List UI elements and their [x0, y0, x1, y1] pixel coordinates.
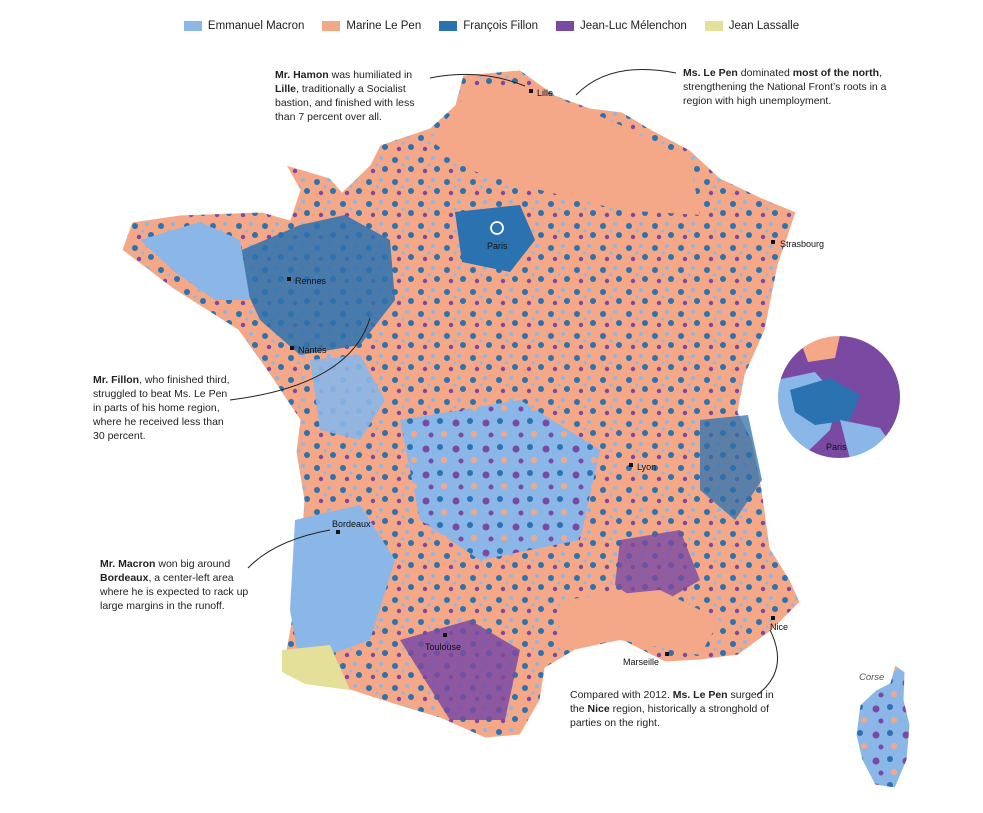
city-label-strasbourg: Strasbourg [780, 239, 824, 249]
city-label-paris: Paris [487, 241, 508, 251]
city-label-bordeaux: Bordeaux [332, 519, 371, 529]
city-marker-bordeaux [336, 530, 340, 534]
callout-line-hamon [429, 73, 526, 87]
region-southeast-melenchon [615, 530, 700, 610]
city-label-lyon: Lyon [637, 462, 656, 472]
city-label-nice: Nice [770, 622, 788, 632]
city-marker-lille [529, 89, 533, 93]
legend-item-lepen: Marine Le Pen [322, 20, 421, 32]
city-marker-marseille [665, 652, 669, 656]
city-markers: Lille Paris Strasbourg Rennes Nantes Lyo… [287, 88, 824, 667]
annotation-fillon-name: Mr. Fillon [93, 374, 140, 386]
legend-label-lassalle: Jean Lassalle [728, 20, 800, 32]
annotation-fillon-text1: , who finished third, struggled to beat … [93, 374, 230, 442]
city-label-marseille: Marseille [623, 657, 659, 667]
legend-label-macron: Emmanuel Macron [207, 20, 305, 32]
paris-inset: Paris [776, 334, 902, 460]
legend-item-macron: Emmanuel Macron [183, 20, 305, 32]
annotation-macron: Mr. Macron won big around Bordeaux, a ce… [100, 557, 252, 613]
paris-inset-label: Paris [826, 442, 847, 452]
legend-swatch-fillon [439, 21, 458, 31]
region-southwest-macron [290, 505, 395, 665]
city-marker-nice [771, 616, 775, 620]
callout-lines [229, 68, 778, 696]
annotation-hamon-text1: was humiliated in [328, 69, 413, 81]
annotation-fillon: Mr. Fillon, who finished third, struggle… [93, 373, 233, 443]
city-marker-paris [490, 221, 504, 235]
annotation-hamon-name: Mr. Hamon [275, 69, 329, 81]
annotation-lepen-nice: Compared with 2012. Ms. Le Pen surged in… [570, 688, 785, 730]
region-centre-mix [400, 400, 600, 560]
annotation-hamon: Mr. Hamon was humiliated in Lille, tradi… [275, 68, 435, 124]
legend-swatch-lepen [322, 21, 341, 31]
corse-label: Corse [859, 672, 885, 683]
city-marker-toulouse [443, 633, 447, 637]
callout-line-macron [247, 529, 331, 569]
annotation-lepen-north-name: Ms. Le Pen [683, 67, 738, 79]
city-label-rennes: Rennes [295, 276, 327, 286]
annotation-macron-name: Mr. Macron [100, 558, 156, 570]
city-marker-strasbourg [771, 240, 775, 244]
region-pyrenees-lassalle [282, 645, 350, 690]
callout-line-lepen-nice [756, 629, 778, 696]
france-map [121, 69, 801, 739]
city-label-toulouse: Toulouse [425, 642, 461, 652]
legend: Emmanuel Macron Marine Le Pen François F… [0, 20, 983, 32]
annotation-lepen-nice-text0: Compared with 2012. [570, 689, 673, 701]
annotation-lepen-north: Ms. Le Pen dominated most of the north, … [683, 66, 898, 108]
city-label-nantes: Nantes [298, 345, 327, 355]
region-mediterranean-lepen [560, 590, 720, 655]
legend-swatch-melenchon [556, 21, 574, 31]
city-label-lille: Lille [537, 88, 553, 98]
region-west-macron [310, 355, 385, 440]
legend-item-melenchon: Jean-Luc Mélenchon [556, 20, 687, 32]
region-southwest-melenchon [400, 620, 520, 720]
legend-item-fillon: François Fillon [439, 20, 538, 32]
annotation-lepen-nice-name: Ms. Le Pen [672, 689, 728, 701]
annotation-hamon-text2: , traditionally a Socialist bastion, and… [275, 83, 415, 123]
annotation-hamon-city: Lille [275, 83, 297, 95]
legend-swatch-lassalle [704, 21, 723, 31]
city-marker-rennes [287, 277, 291, 281]
corse-map [855, 664, 911, 789]
annotation-lepen-north-text1: dominated [737, 67, 793, 79]
annotation-macron-city: Bordeaux [100, 572, 149, 584]
legend-label-melenchon: Jean-Luc Mélenchon [580, 20, 687, 32]
legend-swatch-macron [183, 21, 202, 31]
annotation-lepen-north-bold: most of the north [792, 67, 880, 79]
legend-label-lepen: Marine Le Pen [346, 20, 422, 32]
callout-line-lepen-north [575, 68, 677, 96]
city-marker-nantes [290, 346, 294, 350]
annotation-lepen-nice-text1: surged in the [570, 689, 774, 715]
annotation-macron-text2: , a center-left area where he is expecte… [100, 572, 249, 612]
region-north-lepen [430, 90, 700, 215]
city-marker-lyon [629, 463, 633, 467]
annotation-lepen-nice-city: Nice [587, 703, 610, 715]
legend-item-lassalle: Jean Lassalle [704, 20, 800, 32]
region-east-fillon [700, 415, 762, 520]
annotation-lepen-north-text2: , strengthening the National Front’s roo… [683, 67, 887, 107]
annotation-macron-text1: won big around [155, 558, 231, 570]
region-paris-fillon [455, 205, 535, 272]
callout-line-fillon [229, 317, 371, 401]
legend-label-fillon: François Fillon [463, 20, 538, 32]
annotation-lepen-nice-text2: region, historically a stronghold of par… [570, 703, 770, 729]
region-brittany-macron [140, 222, 250, 300]
region-brittany-fillon [230, 215, 395, 355]
